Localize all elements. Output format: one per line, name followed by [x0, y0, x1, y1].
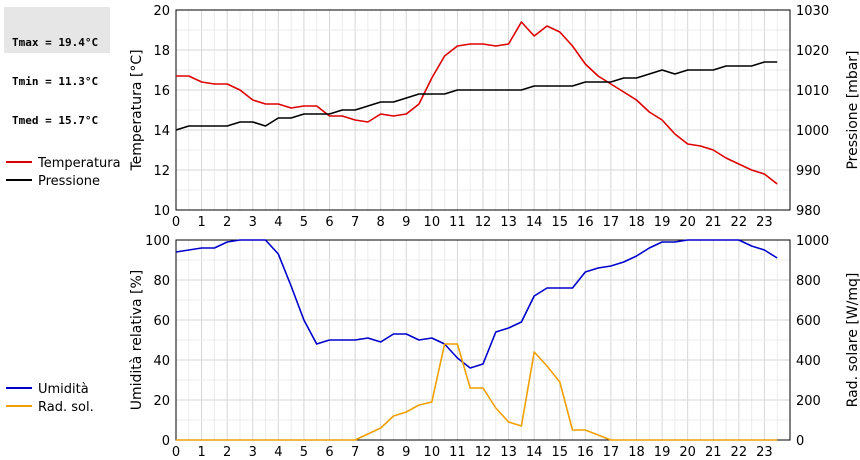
legend-temp-pressure: Temperatura Pressione — [6, 156, 121, 189]
x-tick-label: 21 — [705, 215, 722, 230]
x-tick-label: 4 — [274, 215, 282, 230]
y-right-tick-label: 1000 — [796, 124, 829, 139]
y-left-tick-label: 100 — [145, 234, 170, 249]
y-right-tick-label: 600 — [796, 314, 821, 329]
x-tick-label: 13 — [500, 215, 517, 230]
x-tick-label: 12 — [475, 215, 492, 230]
y-left-tick-label: 18 — [153, 44, 170, 59]
series-line-rad-sol- — [176, 343, 778, 441]
x-tick-label: 3 — [249, 445, 257, 460]
x-tick-label: 3 — [249, 215, 257, 230]
x-tick-label: 21 — [705, 445, 722, 460]
x-tick-label: 10 — [424, 445, 441, 460]
x-tick-label: 18 — [628, 215, 645, 230]
x-tick-label: 20 — [679, 215, 696, 230]
y-axis-label-rad-solare: Rad. solare [W/mq] — [845, 273, 860, 408]
humidity-solar-chart: 0 1 2 3 4 5 6 7 8 9 10 11 12 13 14 15 16 17 18 19 20 21 22 2302… — [145, 234, 829, 460]
x-tick-label: 10 — [424, 215, 441, 230]
y-left-tick-label: 60 — [153, 314, 170, 329]
y-axis-label-umidita: Umidità relativa [%] — [129, 270, 145, 411]
x-tick-label: 20 — [679, 445, 696, 460]
x-tick-label: 11 — [449, 215, 466, 230]
x-tick-label: 16 — [577, 445, 594, 460]
y-left-tick-label: 20 — [153, 394, 170, 409]
x-tick-label: 0 — [172, 215, 180, 230]
x-tick-label: 4 — [274, 445, 282, 460]
y-axis-label-pressione: Pressione [mbar] — [845, 50, 860, 169]
y-left-tick-label: 80 — [153, 274, 170, 289]
x-tick-label: 14 — [526, 215, 543, 230]
x-tick-label: 23 — [756, 445, 773, 460]
y-right-tick-label: 1020 — [796, 44, 829, 59]
legend-label-pressione: Pressione — [38, 174, 100, 189]
tmax-label: Tmax = 19.4°C — [12, 36, 99, 49]
y-right-tick-label: 1030 — [796, 4, 829, 19]
x-tick-label: 15 — [551, 445, 568, 460]
x-tick-label: 12 — [475, 445, 492, 460]
x-tick-label: 23 — [756, 215, 773, 230]
x-tick-label: 1 — [197, 445, 205, 460]
y-left-tick-label: 16 — [153, 84, 170, 99]
y-right-tick-label: 990 — [796, 164, 821, 179]
legend-humidity-solar: Umidità Rad. sol. — [6, 382, 94, 415]
y-left-tick-label: 40 — [153, 354, 170, 369]
y-left-tick-label: 14 — [153, 124, 170, 139]
y-axis-label-temperatura: Temperatura [°C] — [129, 49, 145, 171]
y-left-tick-label: 0 — [162, 434, 170, 449]
x-tick-label: 15 — [551, 215, 568, 230]
plot-frame — [175, 239, 791, 441]
x-tick-label: 1 — [197, 215, 205, 230]
y-right-tick-label: 400 — [796, 354, 821, 369]
x-tick-label: 8 — [377, 445, 385, 460]
x-tick-label: 22 — [731, 215, 748, 230]
x-tick-label: 11 — [449, 445, 466, 460]
y-right-tick-label: 0 — [796, 434, 804, 449]
x-tick-label: 7 — [351, 445, 359, 460]
x-tick-label: 17 — [603, 215, 620, 230]
series-line-umidit- — [175, 239, 778, 369]
tmin-label: Tmin = 11.3°C — [12, 75, 99, 88]
x-tick-label: 2 — [223, 445, 231, 460]
x-tick-label: 22 — [731, 445, 748, 460]
y-left-tick-label: 10 — [153, 204, 170, 219]
legend-label-temperatura: Temperatura — [37, 156, 121, 171]
x-tick-label: 19 — [654, 215, 671, 230]
y-left-tick-label: 20 — [153, 4, 170, 19]
x-tick-label: 13 — [500, 445, 517, 460]
temperature-pressure-chart: 0 1 2 3 4 5 6 7 8 9 10 11 12 13 14 15 16 17 18 19 20 21 22 2310… — [153, 4, 829, 230]
x-tick-label: 9 — [402, 215, 410, 230]
x-tick-label: 8 — [377, 215, 385, 230]
x-tick-label: 17 — [603, 445, 620, 460]
x-tick-label: 2 — [223, 215, 231, 230]
legend-label-rad-sol: Rad. sol. — [38, 400, 94, 415]
x-tick-label: 6 — [325, 445, 333, 460]
x-tick-label: 18 — [628, 445, 645, 460]
x-tick-label: 14 — [526, 445, 543, 460]
x-tick-label: 0 — [172, 445, 180, 460]
x-tick-label: 5 — [300, 215, 308, 230]
x-tick-label: 5 — [300, 445, 308, 460]
plot-frame — [175, 9, 791, 211]
stats-box: Tmax = 19.4°C Tmin = 11.3°C Tmed = 15.7°… — [4, 7, 110, 127]
y-right-tick-label: 980 — [796, 204, 821, 219]
y-right-tick-label: 1000 — [796, 234, 829, 249]
y-right-tick-label: 1010 — [796, 84, 829, 99]
x-tick-label: 7 — [351, 215, 359, 230]
x-tick-label: 9 — [402, 445, 410, 460]
x-tick-label: 19 — [654, 445, 671, 460]
tmed-label: Tmed = 15.7°C — [12, 114, 99, 127]
x-tick-label: 16 — [577, 215, 594, 230]
y-right-tick-label: 200 — [796, 394, 821, 409]
x-tick-label: 6 — [325, 215, 333, 230]
legend-label-umidita: Umidità — [38, 382, 89, 397]
series-line-temperatura — [176, 21, 778, 185]
series-line-pressione — [175, 61, 778, 131]
y-left-tick-label: 12 — [153, 164, 170, 179]
y-right-tick-label: 800 — [796, 274, 821, 289]
